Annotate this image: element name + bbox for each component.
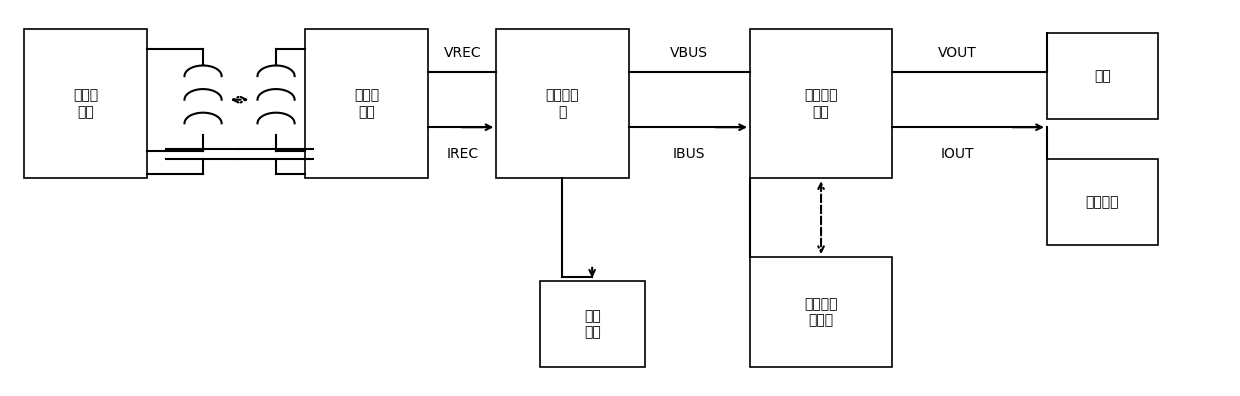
FancyBboxPatch shape [750,257,893,367]
Text: VOUT: VOUT [937,46,977,60]
Text: VREC: VREC [444,46,481,60]
FancyBboxPatch shape [1047,33,1158,119]
Text: 终端系统: 终端系统 [1086,195,1120,209]
Text: 降压转换
器: 降压转换 器 [546,89,579,119]
FancyBboxPatch shape [305,29,428,178]
Text: 发送端
芯片: 发送端 芯片 [73,89,98,119]
Text: IOUT: IOUT [940,147,973,161]
Text: 接收端
芯片: 接收端 芯片 [353,89,379,119]
Text: 充电管理
芯片: 充电管理 芯片 [805,89,838,119]
FancyBboxPatch shape [1047,159,1158,245]
Text: VBUS: VBUS [671,46,708,60]
Text: 开关电容
转换器: 开关电容 转换器 [805,297,838,327]
FancyBboxPatch shape [750,29,893,178]
Text: IREC: IREC [446,147,479,161]
Text: 恒压
控制: 恒压 控制 [584,309,600,339]
Text: 电池: 电池 [1094,69,1111,83]
Text: IBUS: IBUS [673,147,706,161]
FancyBboxPatch shape [24,29,148,178]
FancyBboxPatch shape [496,29,629,178]
FancyBboxPatch shape [539,281,645,367]
